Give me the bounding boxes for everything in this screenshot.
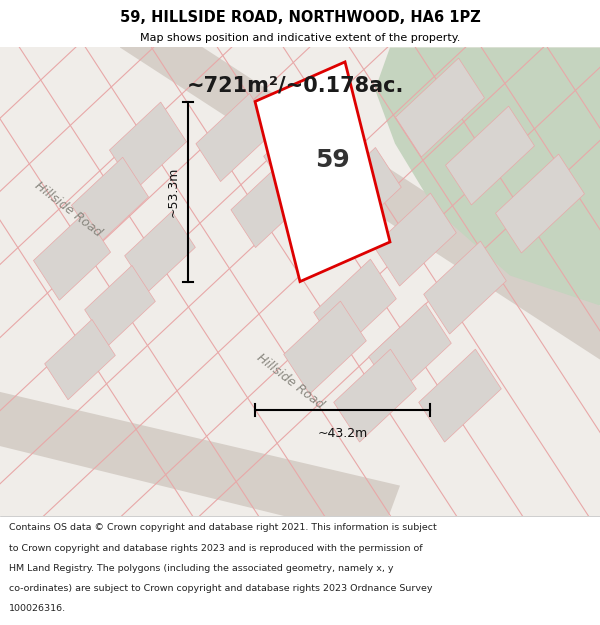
- Polygon shape: [446, 106, 535, 205]
- Polygon shape: [369, 304, 451, 396]
- Text: Hillside Road: Hillside Road: [32, 179, 104, 239]
- Polygon shape: [264, 103, 346, 196]
- Polygon shape: [496, 154, 584, 253]
- Polygon shape: [374, 193, 456, 286]
- Polygon shape: [0, 48, 600, 516]
- Text: Map shows position and indicative extent of the property.: Map shows position and indicative extent…: [140, 33, 460, 43]
- Text: co-ordinates) are subject to Crown copyright and database rights 2023 Ordnance S: co-ordinates) are subject to Crown copyr…: [9, 584, 433, 593]
- Text: Hillside Road: Hillside Road: [254, 351, 326, 411]
- Text: Contains OS data © Crown copyright and database right 2021. This information is : Contains OS data © Crown copyright and d…: [9, 523, 437, 532]
- Polygon shape: [71, 158, 149, 245]
- Text: to Crown copyright and database rights 2023 and is reproduced with the permissio: to Crown copyright and database rights 2…: [9, 544, 422, 552]
- Polygon shape: [424, 241, 506, 334]
- Polygon shape: [0, 389, 400, 539]
- Polygon shape: [255, 62, 390, 281]
- Polygon shape: [375, 48, 600, 306]
- Polygon shape: [125, 211, 196, 292]
- Text: 59, HILLSIDE ROAD, NORTHWOOD, HA6 1PZ: 59, HILLSIDE ROAD, NORTHWOOD, HA6 1PZ: [119, 9, 481, 24]
- Text: ~721m²/~0.178ac.: ~721m²/~0.178ac.: [187, 76, 404, 96]
- Polygon shape: [120, 0, 600, 359]
- Polygon shape: [314, 259, 396, 352]
- Text: 100026316.: 100026316.: [9, 604, 66, 613]
- Polygon shape: [231, 159, 309, 248]
- Text: 59: 59: [315, 148, 350, 172]
- Polygon shape: [395, 58, 484, 157]
- Polygon shape: [44, 319, 115, 400]
- Polygon shape: [284, 301, 366, 394]
- Polygon shape: [34, 213, 110, 300]
- Polygon shape: [196, 94, 274, 182]
- Text: ~53.3m: ~53.3m: [167, 166, 180, 217]
- Text: HM Land Registry. The polygons (including the associated geometry, namely x, y: HM Land Registry. The polygons (includin…: [9, 564, 394, 572]
- Text: ~43.2m: ~43.2m: [317, 427, 368, 440]
- Polygon shape: [109, 102, 187, 190]
- Polygon shape: [419, 349, 501, 442]
- Polygon shape: [334, 349, 416, 442]
- Polygon shape: [85, 266, 155, 346]
- Polygon shape: [319, 148, 401, 241]
